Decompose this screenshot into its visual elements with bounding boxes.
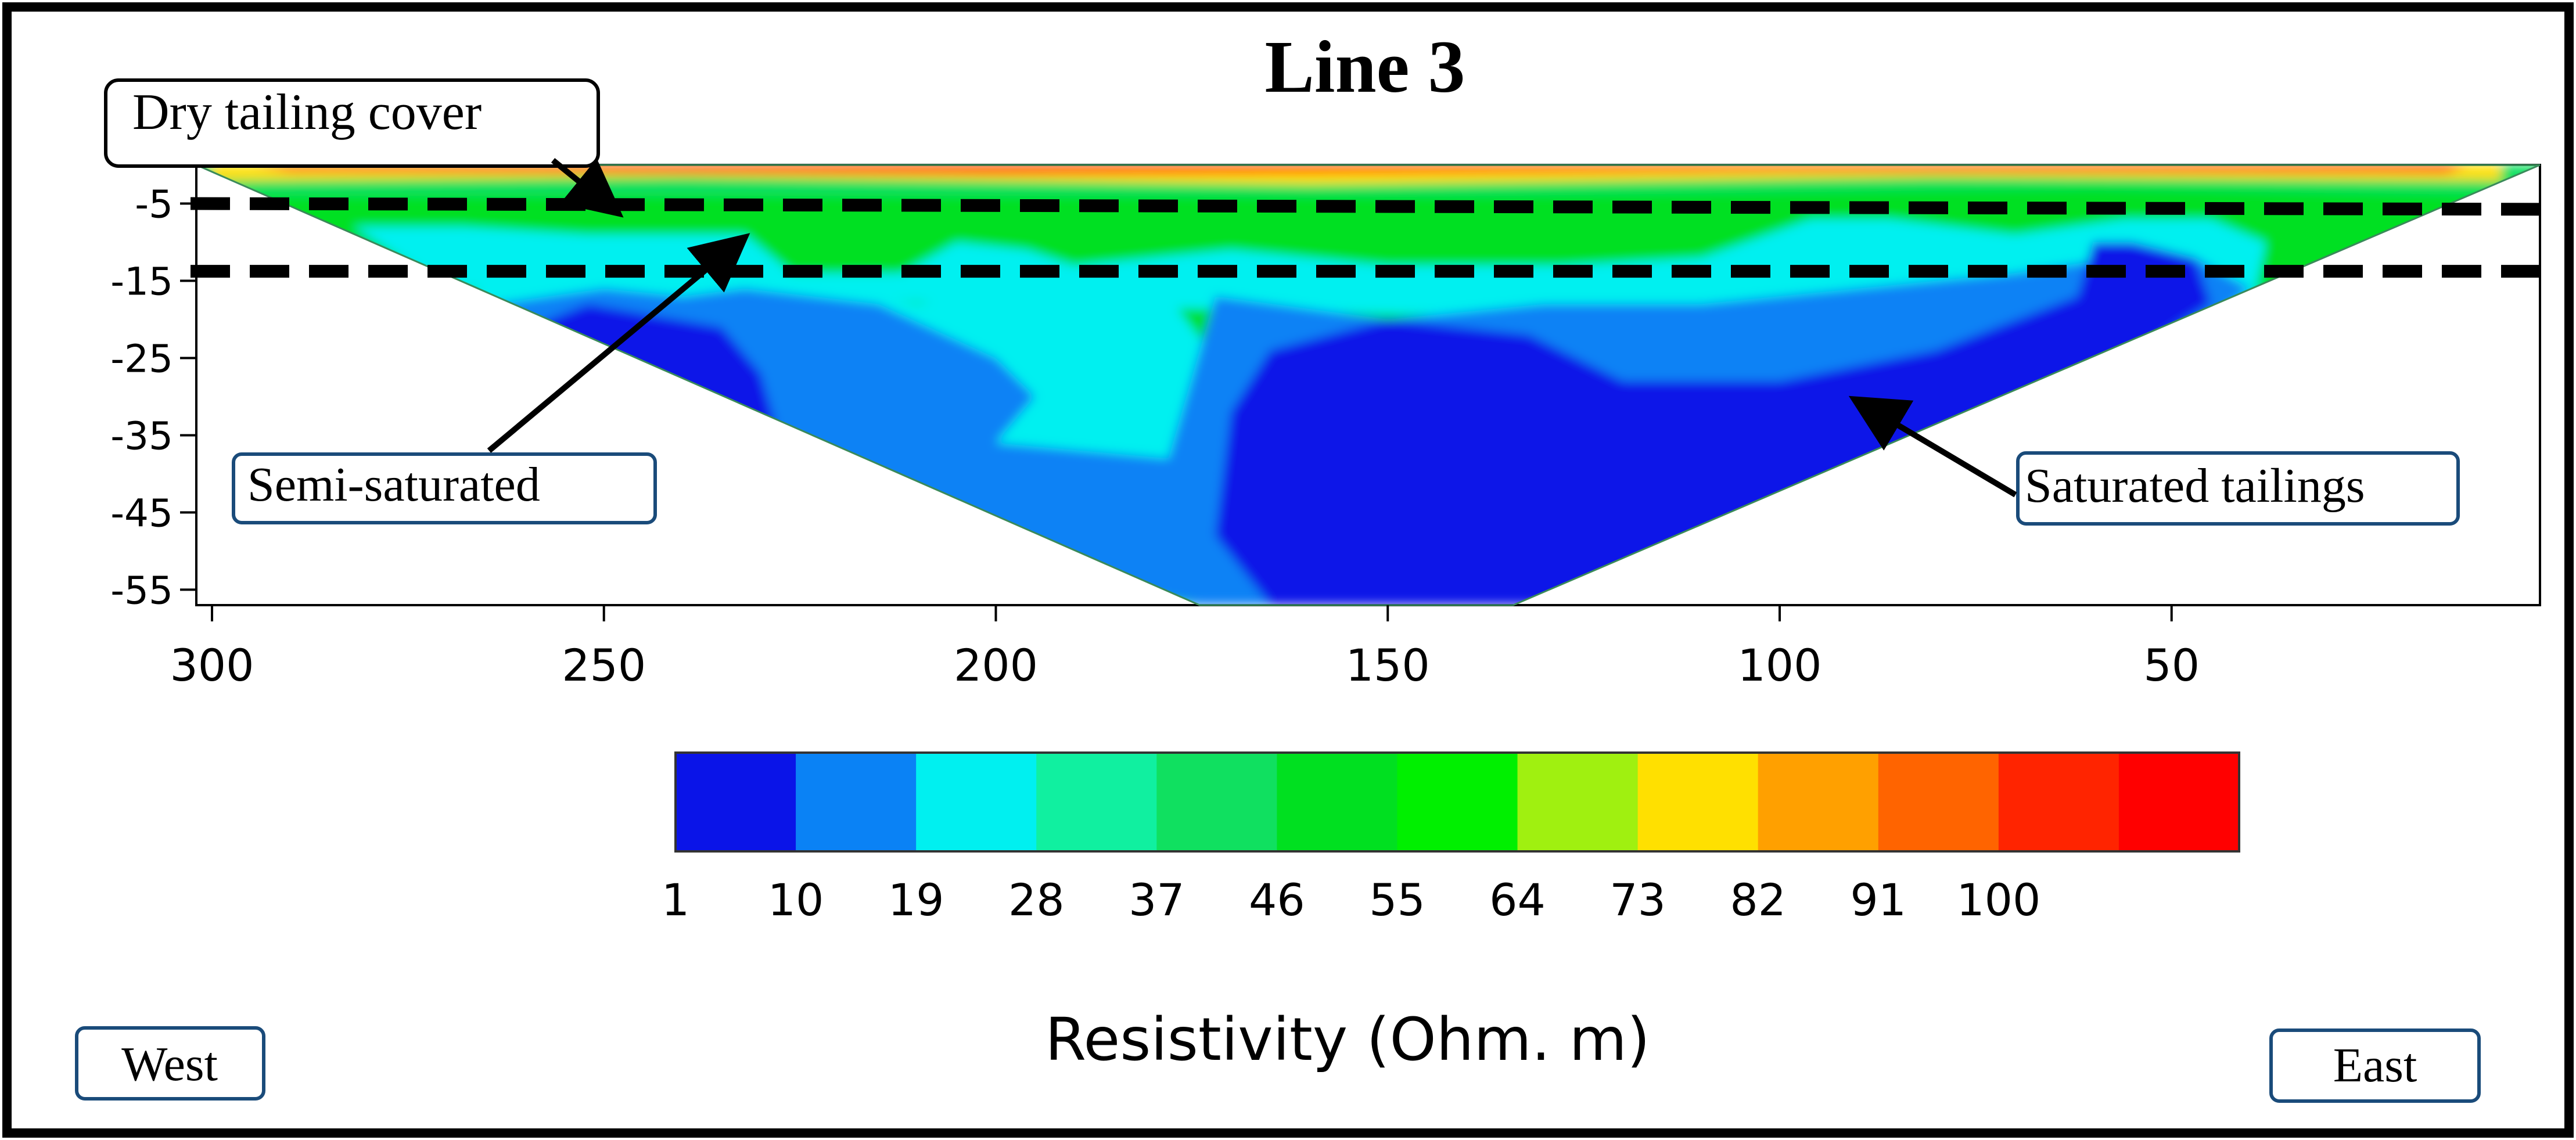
x-axis: 300 250 200 150 100 50 — [170, 605, 2200, 691]
x-tick-label: 50 — [2143, 639, 2200, 691]
y-tick-label: -55 — [110, 568, 173, 613]
colorbar-swatch — [1517, 753, 1639, 851]
annotation-saturated-box — [2016, 451, 2460, 526]
annotation-dry-cover: Dry tailing cover — [104, 78, 624, 218]
y-tick-label: -35 — [110, 413, 173, 458]
colorbar-tick-label: 82 — [1730, 874, 1786, 926]
colorbar-tick-label: 100 — [1956, 874, 2040, 926]
section-outline — [196, 164, 2541, 606]
colorbar-swatch — [1036, 753, 1158, 851]
x-tick-label: 250 — [562, 639, 646, 691]
colorbar-border — [674, 751, 2240, 853]
annotation-semi-saturated: Semi-saturated — [232, 233, 750, 524]
west-box — [75, 1026, 265, 1101]
y-tick-label: -25 — [110, 336, 173, 381]
colorbar-swatch — [676, 753, 797, 851]
y-axis: -5 -15 -25 -35 -45 -55 — [110, 182, 196, 613]
depth-line-0 — [190, 197, 2561, 216]
depth-lines — [190, 197, 2561, 278]
annotation-semi-label: Semi-saturated — [247, 458, 540, 512]
y-tick-label: -5 — [135, 182, 173, 226]
west-label: West — [121, 1037, 218, 1091]
annotation-saturated-arrow — [1848, 395, 2017, 498]
colorbar-label: Resistivity (Ohm. m) — [1045, 1005, 1650, 1074]
chart-title: Line 3 — [1265, 26, 1465, 108]
y-tick-label: -45 — [110, 491, 173, 535]
annotation-dry-box — [104, 78, 600, 168]
annotation-dry-label: Dry tailing cover — [132, 84, 482, 141]
x-tick-label: 200 — [954, 639, 1038, 691]
colorbar-swatch — [1878, 753, 1999, 851]
colorbar-swatch — [1156, 753, 1278, 851]
colorbar-swatch — [916, 753, 1037, 851]
colorbar-tick-label: 46 — [1249, 874, 1305, 926]
colorbar-swatch — [1637, 753, 1759, 851]
annotation-semi-arrow — [487, 233, 750, 453]
colorbar-swatch — [2118, 753, 2240, 851]
colorbar-swatch — [1998, 753, 2119, 851]
annotation-saturated: Saturated tailings — [1848, 395, 2460, 526]
zone-deep-center — [1215, 242, 2211, 605]
colorbar-tick-label: 1 — [662, 874, 689, 926]
zone-red-top — [251, 165, 2470, 174]
colorbar-tick-label: 28 — [1008, 874, 1065, 926]
colorbar-tick-label: 19 — [888, 874, 944, 926]
colorbar-swatch — [796, 753, 917, 851]
colorbar-swatch — [1758, 753, 1879, 851]
colorbar-tick-label: 55 — [1369, 874, 1425, 926]
annotation-dry-arrow — [551, 158, 624, 218]
annotation-semi-box — [232, 452, 657, 524]
east-label: East — [2333, 1038, 2417, 1092]
east-box — [2269, 1028, 2481, 1103]
colorbar-tick-label: 64 — [1489, 874, 1546, 926]
annotation-saturated-label: Saturated tailings — [2025, 459, 2365, 513]
colorbar-tick-label: 10 — [768, 874, 824, 926]
y-tick-label: -15 — [110, 259, 173, 304]
colorbar-tick-label: 37 — [1129, 874, 1185, 926]
x-tick-label: 150 — [1346, 639, 1430, 691]
colorbar-tick-label: 73 — [1609, 874, 1666, 926]
x-tick-label: 300 — [170, 639, 254, 691]
colorbar-swatch — [1277, 753, 1398, 851]
colorbar-tick-label: 91 — [1850, 874, 1906, 926]
direction-west: West — [75, 1026, 265, 1101]
direction-east: East — [2269, 1028, 2481, 1103]
x-tick-label: 100 — [1737, 639, 1821, 691]
colorbar-swatch — [1397, 753, 1518, 851]
colorbar: 1 10 19 28 37 46 55 64 73 82 91 100 — [662, 751, 2240, 926]
